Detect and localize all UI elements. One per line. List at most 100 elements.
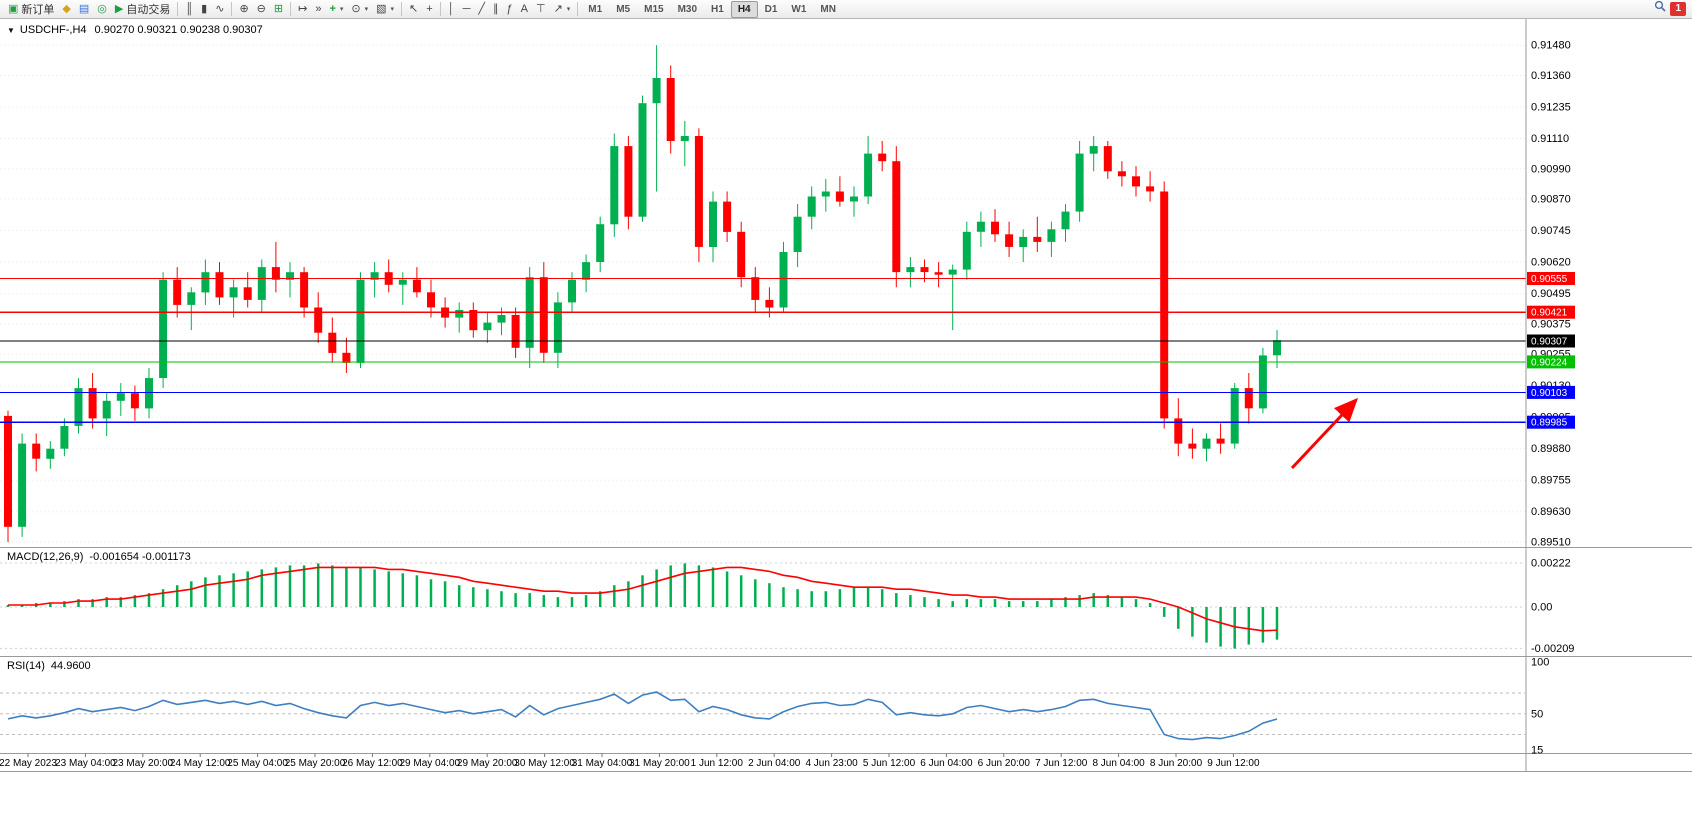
rsi-name: RSI(14) [7,660,45,672]
time-axis-label: 26 May 12:00 [342,758,403,769]
timeframe-h4[interactable]: H4 [730,0,758,18]
new-order-button[interactable]: ▣ 新订单 [4,1,58,18]
indicators-button[interactable]: + ▾ [325,1,347,18]
toolbar-separator [401,2,403,16]
macd-axis-label: -0.00209 [1531,643,1574,655]
autotrading-icon: ▶ [114,2,124,15]
timeframe-m1[interactable]: M1 [588,3,603,15]
time-axis-label: 7 Jun 12:00 [1035,758,1088,769]
trendline-button[interactable]: ╱ [474,1,489,18]
indicators-icon: + [329,2,336,15]
caret-down-icon: ▾ [390,6,395,13]
timeframe-mn[interactable]: MN [820,3,836,15]
text-label-icon: ⊤ [535,2,546,15]
market-watch-button[interactable]: ▤ [75,1,93,18]
main-toolbar: ▣ 新订单 ◆ ▤ ◎ ▶ 自动交易 ║ ▮ ∿ ⊕ ⊖ ⊞ ↦ » + ▾ ⊙ ▾… [0,0,1692,19]
timeframe-m30[interactable]: M30 [677,3,698,15]
templates-icon: ▧ [376,2,387,15]
channel-button[interactable]: ∥ [489,1,503,18]
navigator-button[interactable]: ◎ [93,1,111,18]
toolbar-separator [290,2,292,16]
candlestick-chart-icon: ▮ [201,2,208,15]
channel-icon: ∥ [493,2,499,15]
timeframe-d1[interactable]: D1 [764,3,778,15]
hline-price-tag: 0.90307 [1531,337,1568,348]
text-button[interactable]: A [517,1,532,18]
autotrading-button[interactable]: ▶ 自动交易 [111,1,174,18]
rsi-line [7,691,1278,741]
time-axis-label: 23 May 20:00 [112,758,173,769]
periods-button[interactable]: ⊙ ▾ [347,1,372,18]
time-axis-label: 4 Jun 23:00 [805,758,858,769]
zoom-in-button[interactable]: ⊕ [235,1,252,18]
macd-values: -0.001654 -0.001173 [89,551,191,563]
toolbar-separator [577,2,579,16]
time-axis-label: 6 Jun 20:00 [978,758,1031,769]
fibonacci-button[interactable]: ƒ [503,1,517,18]
trend-arrow-annotation[interactable] [1290,397,1359,470]
text-label-button[interactable]: ⊤ [532,1,550,18]
bar-chart-button[interactable]: ║ [181,1,197,18]
price-axis-label: 0.89510 [1531,537,1571,549]
fibonacci-icon: ƒ [506,2,513,15]
time-axis-label: 2 Jun 04:00 [748,758,801,769]
templates-button[interactable]: ▧ ▾ [372,1,398,18]
rsi-axis-label: 50 [1531,708,1543,720]
notification-badge[interactable]: 1 [1670,2,1686,16]
hline-price-tag: 0.90421 [1531,308,1568,319]
chart-shift-icon: » [315,2,322,15]
timeframe-w1[interactable]: W1 [791,3,807,15]
price-axis-label: 0.90745 [1531,225,1571,237]
time-axis-label: 8 Jun 20:00 [1150,758,1203,769]
time-axis-label: 5 Jun 12:00 [863,758,916,769]
hline-price-tag: 0.90224 [1531,357,1568,368]
auto-scroll-button[interactable]: ↦ [294,1,311,18]
timeframe-m15[interactable]: M15 [644,3,664,15]
price-axis-label: 0.89880 [1531,443,1571,455]
rsi-indicator-label: RSI(14) 44.9600 [7,660,91,672]
horizontal-line-button[interactable]: ─ [459,1,475,18]
macd-panel: 0.00222 0.00 -0.00209 [0,558,1574,655]
search-button[interactable] [1650,0,1670,18]
time-axis-label: 23 May 04:00 [55,758,116,769]
hline-price-tag: 0.89985 [1531,418,1568,429]
horizontal-line-icon: ─ [462,2,471,15]
chart-dropdown-icon[interactable]: ▼ [7,26,15,35]
time-axis-label: 30 May 12:00 [514,758,575,769]
tile-windows-button[interactable]: ⊞ [270,1,287,18]
arrows-button[interactable]: ↗ ▾ [550,1,575,18]
crosshair-icon: + [426,2,433,15]
timeframe-m5[interactable]: M5 [616,3,631,15]
line-chart-icon: ∿ [215,2,225,15]
toolbar-separator [439,2,441,16]
macd-axis-label: 0.00222 [1531,558,1571,570]
toolbar-separator [231,2,233,16]
price-axis: 0.91480 0.91360 0.91235 0.91110 0.90990 0.908… [1531,40,1571,549]
bar-chart-icon: ║ [185,2,194,15]
symbols-button[interactable]: ◆ [58,1,74,18]
navigator-icon: ◎ [97,2,107,15]
hline-price-tag: 0.90555 [1531,274,1568,285]
time-axis-label: 22 May 2023 [0,758,57,769]
caret-down-icon: ▾ [566,6,571,13]
horizontal-lines [0,277,1526,423]
crosshair-button[interactable]: + [422,1,436,18]
timeframe-h1[interactable]: H1 [711,3,724,15]
line-chart-button[interactable]: ∿ [211,1,228,18]
hline-price-tags: 0.90555 0.90421 0.90307 0.90224 0.90103 0.899… [1527,272,1575,429]
vertical-line-button[interactable]: │ [444,1,459,18]
rsi-axis-label: 15 [1531,745,1543,757]
macd-axis-label: 0.00 [1531,602,1552,614]
zoom-out-button[interactable]: ⊖ [253,1,270,18]
text-icon: A [520,2,528,15]
chart-shift-button[interactable]: » [311,1,325,18]
search-icon [1654,0,1667,18]
candlestick-chart-button[interactable]: ▮ [197,1,211,18]
time-axis-label: 25 May 04:00 [227,758,288,769]
cursor-button[interactable]: ↖ [405,1,422,18]
price-axis-label: 0.90870 [1531,194,1571,206]
market-watch-icon: ▤ [78,2,90,15]
time-axis-label: 24 May 12:00 [170,758,231,769]
